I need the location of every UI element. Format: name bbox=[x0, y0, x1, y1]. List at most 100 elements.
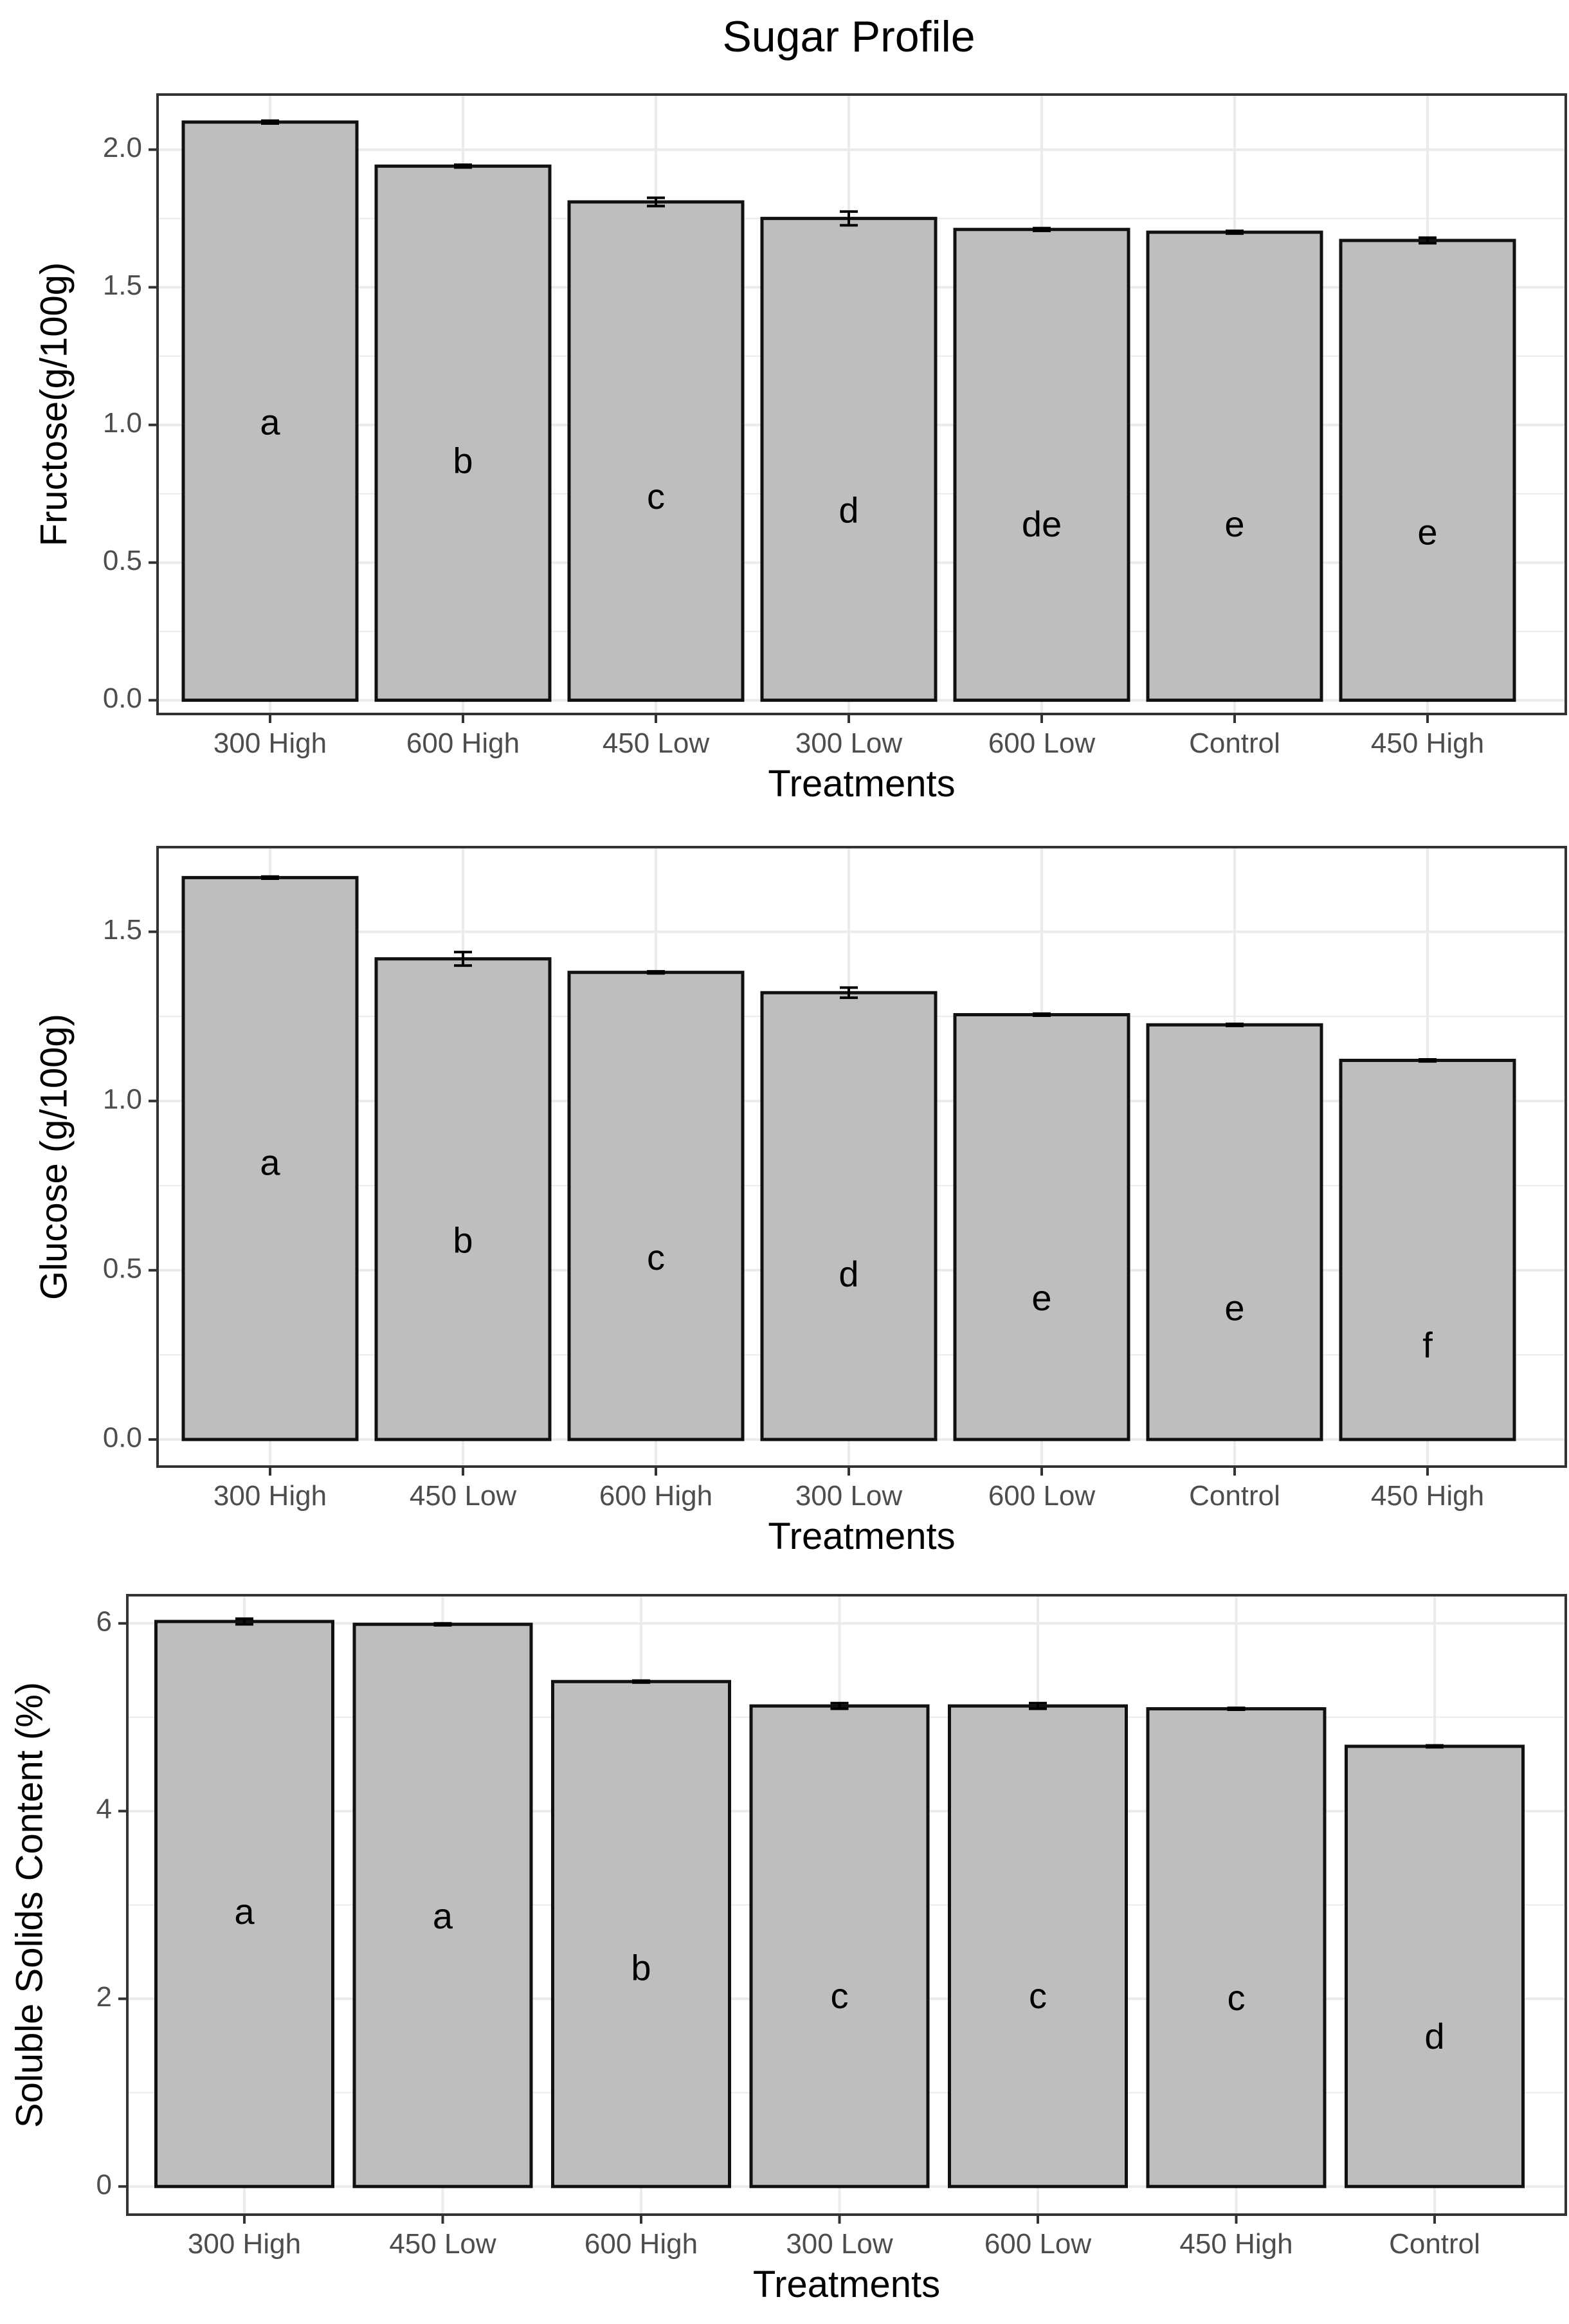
significance-letter: a bbox=[234, 1891, 255, 1932]
bar-450-high bbox=[1339, 1059, 1516, 1441]
error-bar bbox=[830, 1701, 849, 1710]
significance-letter: c bbox=[831, 1975, 849, 2016]
error-bar bbox=[840, 210, 858, 227]
error-bar bbox=[1227, 1706, 1246, 1712]
x-tick-label: Control bbox=[1389, 2228, 1480, 2260]
y-axis-title: Glucose (g/100g) bbox=[33, 1014, 75, 1300]
significance-letter: a bbox=[260, 401, 280, 442]
x-tick-label: 300 High bbox=[213, 727, 327, 759]
error-bar bbox=[1033, 1012, 1051, 1018]
significance-letter: de bbox=[1022, 504, 1062, 544]
significance-letter: e bbox=[1224, 1288, 1244, 1328]
y-axis-title: Fructose(g/100g) bbox=[33, 262, 75, 547]
error-bar bbox=[261, 875, 279, 880]
significance-letter: a bbox=[433, 1896, 453, 1936]
y-tick-label: 0.5 bbox=[103, 1252, 142, 1284]
significance-letter: c bbox=[1228, 1977, 1246, 2018]
bar-300-high bbox=[181, 875, 359, 1441]
error-bar bbox=[840, 986, 858, 1000]
panel-border bbox=[156, 846, 1567, 1468]
error-bar bbox=[454, 163, 472, 169]
bar-450-low bbox=[352, 1622, 533, 2188]
significance-letter: e bbox=[1031, 1277, 1051, 1318]
panel-border bbox=[126, 1594, 1567, 2216]
x-tick-label: 450 High bbox=[1371, 727, 1484, 759]
chart-panel-1: a b c d de e e 0.0 0.5 1.0 1.5 2.0 300 High 600 High 4… bbox=[33, 93, 1567, 805]
y-tick-label: 0.0 bbox=[103, 1422, 142, 1454]
y-tick-label: 1.5 bbox=[103, 270, 142, 301]
significance-letter: d bbox=[839, 1254, 858, 1294]
bar-control bbox=[1146, 230, 1323, 702]
error-bar bbox=[647, 970, 665, 975]
error-bar bbox=[433, 1622, 452, 1627]
y-tick-label: 6 bbox=[96, 1606, 112, 1637]
x-tick-label: 600 High bbox=[406, 727, 520, 759]
y-tick-label: 1.5 bbox=[103, 914, 142, 946]
chart-panel-3: a a b c c c d 0 2 4 6 300 High 450 Low 600 High 300 Lo… bbox=[8, 1594, 1567, 2305]
bar-600-high bbox=[567, 971, 745, 1441]
x-tick-label: 600 High bbox=[599, 1480, 712, 1512]
error-bar bbox=[1419, 236, 1437, 245]
error-bar bbox=[1419, 1057, 1437, 1063]
bar-600-low bbox=[948, 1704, 1128, 2188]
error-bar bbox=[632, 1679, 650, 1684]
significance-letter: e bbox=[1417, 512, 1437, 553]
error-bar bbox=[647, 196, 665, 208]
significance-letter: c bbox=[647, 476, 665, 517]
x-axis-title: Treatments bbox=[753, 2264, 940, 2305]
y-tick-label: 1.0 bbox=[103, 407, 142, 439]
significance-letter: c bbox=[1029, 1975, 1047, 2016]
y-tick-label: 0.5 bbox=[103, 545, 142, 576]
y-tick-label: 0 bbox=[96, 2169, 112, 2200]
significance-letter: b bbox=[453, 1220, 473, 1260]
y-tick-label: 1.0 bbox=[103, 1083, 142, 1115]
bar-300-high bbox=[154, 1620, 334, 2188]
significance-letter: b bbox=[631, 1947, 651, 1988]
y-tick-label: 2.0 bbox=[103, 132, 142, 163]
panel-border bbox=[156, 93, 1567, 715]
significance-letter: d bbox=[1424, 2016, 1444, 2056]
bar-450-high bbox=[1339, 239, 1516, 702]
bar-300-low bbox=[760, 991, 938, 1441]
x-tick-label: 450 Low bbox=[410, 1480, 517, 1512]
error-bar bbox=[454, 951, 472, 967]
y-tick-label: 2 bbox=[96, 1981, 112, 2013]
significance-letter: c bbox=[647, 1237, 665, 1277]
bar-450-high bbox=[1146, 1707, 1327, 2188]
chart-panel-2: a b c d e e f 0.0 0.5 1.0 1.5 300 High 450 Low 600 Hi… bbox=[33, 846, 1567, 1557]
significance-letter: d bbox=[839, 490, 858, 530]
error-bar bbox=[1033, 226, 1051, 232]
bar-600-high bbox=[551, 1679, 731, 2188]
x-tick-label: 300 High bbox=[213, 1480, 327, 1512]
x-tick-label: 600 Low bbox=[988, 1480, 1096, 1512]
x-tick-label: 450 High bbox=[1371, 1480, 1484, 1512]
x-tick-label: Control bbox=[1189, 1480, 1280, 1512]
bar-600-low bbox=[953, 1012, 1130, 1441]
bar-600-low bbox=[953, 228, 1130, 702]
error-bar bbox=[235, 1617, 253, 1626]
x-tick-label: 600 High bbox=[585, 2228, 698, 2260]
error-bar bbox=[261, 119, 279, 125]
y-axis-title: Soluble Solids Content (%) bbox=[8, 1682, 50, 2128]
x-tick-label: Control bbox=[1189, 727, 1280, 759]
bar-450-low bbox=[567, 200, 745, 702]
significance-letter: b bbox=[453, 440, 473, 480]
figure-title: Sugar Profile bbox=[722, 12, 975, 61]
bar-300-low bbox=[760, 217, 938, 702]
significance-letter: f bbox=[1422, 1325, 1433, 1366]
bar-450-low bbox=[374, 957, 552, 1441]
x-tick-label: 450 Low bbox=[603, 727, 710, 759]
x-axis-title: Treatments bbox=[768, 763, 955, 805]
bar-600-high bbox=[374, 164, 552, 702]
error-bar bbox=[1226, 1022, 1244, 1027]
y-tick-label: 4 bbox=[96, 1793, 112, 1825]
x-tick-label: 450 High bbox=[1179, 2228, 1292, 2260]
significance-letter: e bbox=[1224, 504, 1244, 544]
x-tick-label: 300 Low bbox=[795, 1480, 903, 1512]
bar-control bbox=[1345, 1744, 1525, 2188]
x-tick-label: 600 Low bbox=[988, 727, 1096, 759]
bar-control bbox=[1146, 1023, 1323, 1441]
y-tick-label: 0.0 bbox=[103, 682, 142, 714]
x-tick-label: 450 Low bbox=[389, 2228, 496, 2260]
